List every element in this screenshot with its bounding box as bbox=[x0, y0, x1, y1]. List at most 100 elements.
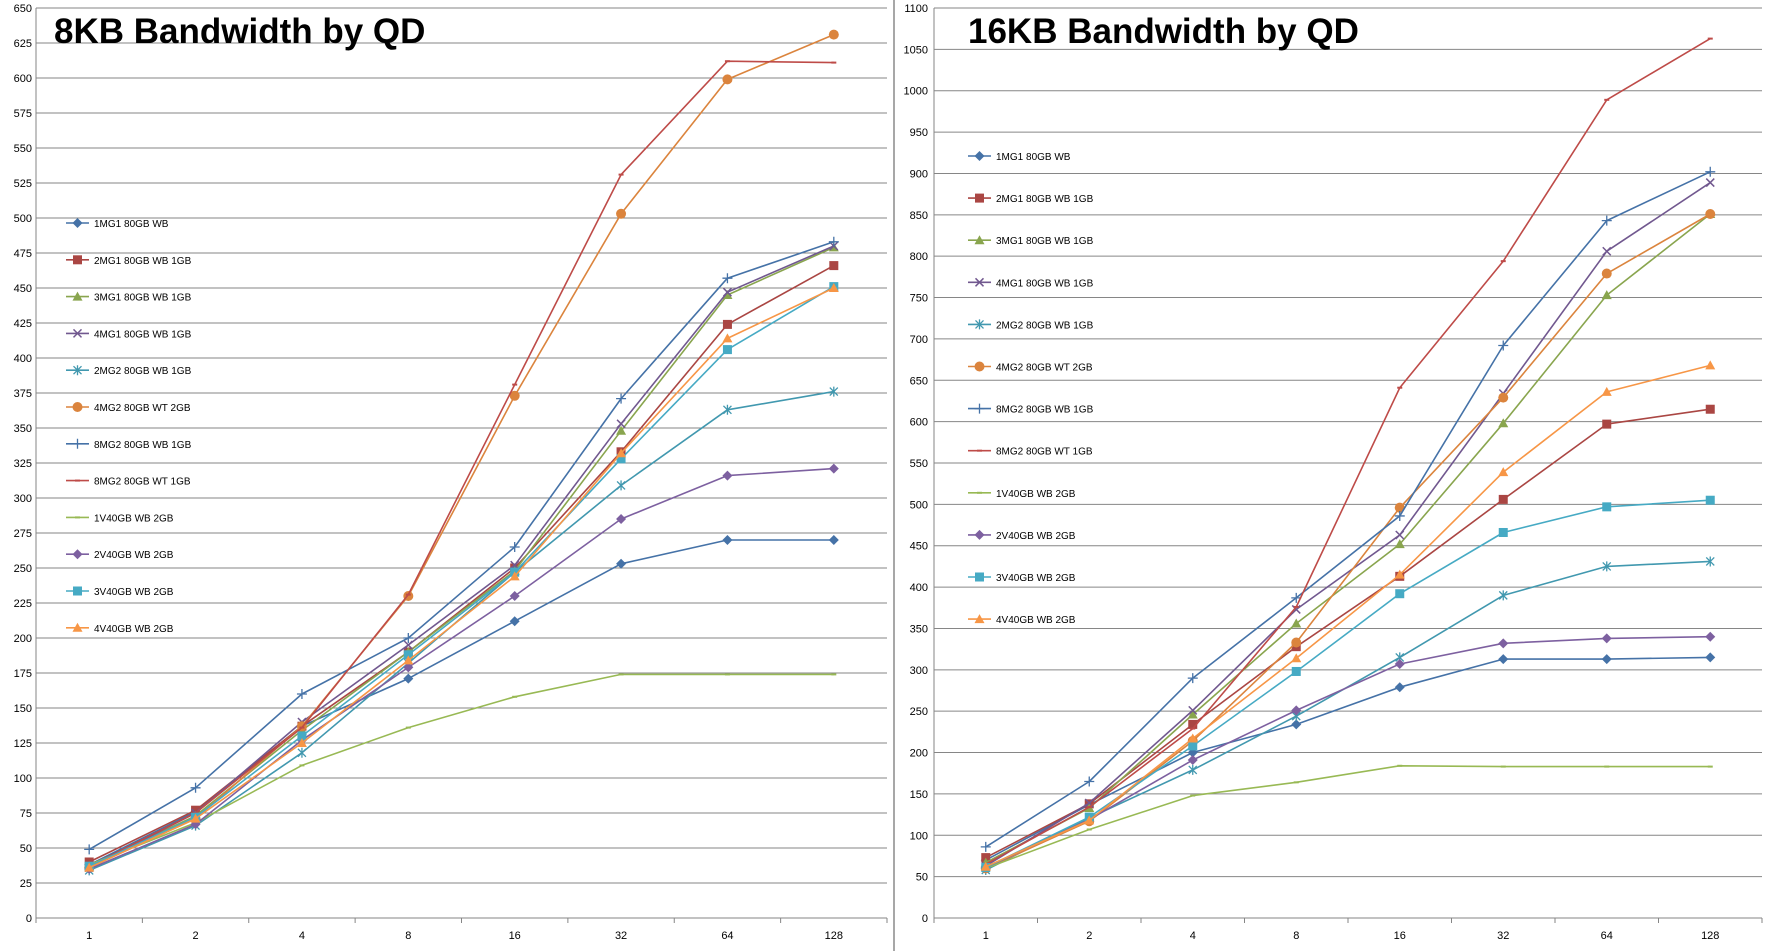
series-line bbox=[985, 408, 1711, 859]
legend-item: 2V40GB WB 2GB bbox=[66, 549, 174, 561]
series-line bbox=[985, 213, 1711, 864]
y-tick-label: 350 bbox=[14, 423, 32, 435]
chart-1: 0255075100125150175200225250275300325350… bbox=[14, 3, 888, 942]
data-point bbox=[1291, 705, 1302, 716]
data-point bbox=[722, 319, 732, 329]
x-tick-label: 64 bbox=[1601, 930, 1613, 942]
series-12 bbox=[84, 283, 839, 872]
x-tick-label: 16 bbox=[1394, 930, 1406, 942]
y-tick-label: 500 bbox=[14, 213, 32, 225]
legend-label: 3V40GB WB 2GB bbox=[94, 587, 174, 598]
legend-item: 4MG1 80GB WB 1GB bbox=[968, 277, 1094, 289]
x-tick-label: 1 bbox=[983, 930, 989, 942]
data-point bbox=[1601, 633, 1612, 644]
legend-item: 2MG2 80GB WB 1GB bbox=[968, 319, 1094, 331]
y-tick-label: 1050 bbox=[904, 44, 928, 56]
series-line bbox=[88, 60, 834, 867]
legend-label: 8MG2 80GB WB 1GB bbox=[996, 405, 1094, 416]
series-line bbox=[985, 181, 1711, 867]
legend-item: 8MG2 80GB WT 1GB bbox=[66, 477, 191, 488]
y-tick-label: 450 bbox=[14, 283, 32, 295]
data-point bbox=[1500, 260, 1506, 263]
legend-marker bbox=[974, 614, 985, 624]
legend-marker bbox=[975, 319, 984, 330]
legend-item: 8MG2 80GB WB 1GB bbox=[968, 403, 1094, 416]
series-line bbox=[88, 673, 834, 866]
data-point bbox=[1604, 98, 1610, 101]
data-point bbox=[1291, 637, 1302, 648]
data-point bbox=[1188, 719, 1198, 729]
y-tick-label: 525 bbox=[14, 178, 32, 190]
legend-marker bbox=[75, 516, 80, 519]
legend-marker bbox=[72, 438, 83, 449]
legend-marker bbox=[72, 402, 83, 412]
data-point bbox=[191, 805, 201, 815]
x-tick-label: 2 bbox=[193, 930, 199, 942]
data-point bbox=[831, 673, 837, 676]
legend-item: 2V40GB WB 2GB bbox=[968, 529, 1076, 542]
x-tick-label: 64 bbox=[721, 930, 733, 942]
y-tick-label: 150 bbox=[14, 703, 32, 715]
data-point bbox=[1086, 828, 1092, 831]
series-line bbox=[985, 499, 1711, 869]
legend-marker bbox=[72, 218, 83, 228]
legend-marker bbox=[974, 403, 985, 414]
chart-title: 16KB Bandwidth by QD bbox=[968, 12, 1359, 51]
data-point bbox=[829, 386, 839, 397]
data-point bbox=[1602, 419, 1612, 429]
data-point bbox=[722, 345, 732, 355]
y-tick-label: 1100 bbox=[904, 3, 928, 15]
data-point bbox=[980, 861, 991, 871]
data-point bbox=[84, 844, 95, 855]
data-point bbox=[296, 689, 307, 699]
y-tick-label: 900 bbox=[910, 168, 928, 180]
series-line bbox=[985, 764, 1711, 870]
legend-label: 8MG2 80GB WT 1GB bbox=[94, 477, 191, 488]
y-tick-label: 600 bbox=[910, 417, 928, 429]
data-point bbox=[1601, 290, 1612, 300]
series-line bbox=[88, 264, 835, 863]
legend-label: 3MG1 80GB WB 1GB bbox=[996, 236, 1094, 247]
data-point bbox=[1602, 246, 1612, 256]
data-point bbox=[828, 283, 839, 292]
data-point bbox=[403, 633, 414, 643]
data-point bbox=[1498, 392, 1509, 403]
y-tick-label: 175 bbox=[14, 668, 32, 680]
y-tick-label: 0 bbox=[922, 913, 928, 925]
y-tick-label: 225 bbox=[14, 598, 32, 610]
series-line bbox=[985, 364, 1711, 868]
data-point bbox=[1498, 467, 1509, 477]
y-tick-label: 600 bbox=[14, 73, 32, 85]
data-point bbox=[403, 655, 414, 665]
legend-marker bbox=[72, 622, 83, 632]
data-point bbox=[722, 535, 733, 545]
data-point bbox=[1188, 764, 1198, 775]
data-point bbox=[296, 738, 307, 747]
data-point bbox=[724, 60, 730, 63]
y-tick-label: 800 bbox=[910, 251, 928, 263]
data-point bbox=[1293, 781, 1299, 784]
data-point bbox=[1498, 654, 1509, 665]
data-point bbox=[722, 273, 733, 284]
legend-marker bbox=[977, 491, 982, 494]
data-point bbox=[299, 764, 305, 767]
data-point bbox=[1707, 37, 1713, 40]
y-tick-label: 50 bbox=[916, 872, 928, 884]
legend-label: 8MG2 80GB WB 1GB bbox=[94, 440, 192, 451]
data-point bbox=[616, 514, 627, 524]
series-7 bbox=[980, 166, 1716, 852]
legend-label: 2MG1 80GB WB 1GB bbox=[996, 194, 1094, 205]
data-point bbox=[1395, 589, 1405, 599]
data-point bbox=[1705, 495, 1715, 505]
legend-marker bbox=[73, 255, 82, 265]
legend-marker bbox=[73, 365, 82, 376]
legend-item: 4MG2 80GB WT 2GB bbox=[66, 402, 191, 414]
x-tick-label: 128 bbox=[825, 930, 843, 942]
data-point bbox=[1705, 166, 1716, 177]
data-point bbox=[1293, 605, 1299, 608]
data-point bbox=[828, 236, 839, 247]
data-point bbox=[616, 419, 626, 429]
x-tick-label: 128 bbox=[1701, 930, 1719, 942]
